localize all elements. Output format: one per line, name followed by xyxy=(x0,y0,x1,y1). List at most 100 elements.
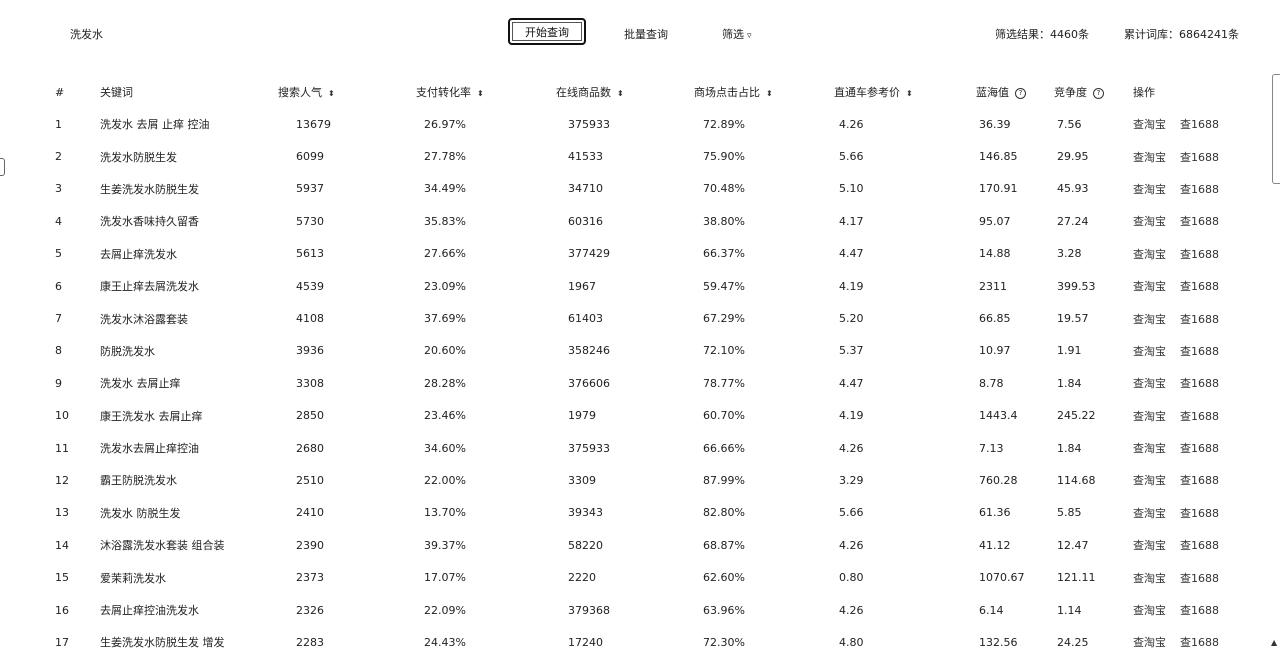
cell-blue-ocean: 95.07 xyxy=(979,214,1011,228)
search-1688-link[interactable]: 查1688 xyxy=(1180,150,1219,164)
info-icon[interactable]: ? xyxy=(1093,88,1104,99)
filter-label: 筛选 xyxy=(722,28,744,41)
search-taobao-link[interactable]: 查淘宝 xyxy=(1133,344,1166,358)
start-query-button[interactable]: 开始查询 xyxy=(508,18,586,45)
sort-icon[interactable]: ⬍ xyxy=(617,89,624,98)
search-taobao-link[interactable]: 查淘宝 xyxy=(1133,377,1166,391)
cell-competition: 1.14 xyxy=(1057,603,1082,617)
cell-search-volume: 3936 xyxy=(296,344,324,358)
cell-conversion: 20.60% xyxy=(424,344,466,358)
search-1688-link[interactable]: 查1688 xyxy=(1180,506,1219,520)
cell-actions: 查淘宝 查1688 xyxy=(1133,432,1241,464)
cell-search-volume: 4539 xyxy=(296,279,324,293)
header-online-count-label: 在线商品数 xyxy=(556,86,611,99)
cell-actions: 查淘宝 查1688 xyxy=(1133,367,1241,399)
search-1688-link[interactable]: 查1688 xyxy=(1180,571,1219,585)
search-taobao-link[interactable]: 查淘宝 xyxy=(1133,280,1166,294)
cell-conversion: 23.46% xyxy=(424,409,466,423)
batch-query-button[interactable]: 批量查询 xyxy=(624,28,668,41)
header-competition: 竞争度? xyxy=(1054,76,1133,108)
header-click-ratio[interactable]: 商场点击占比 ⬍ xyxy=(694,76,834,108)
cell-online-count: 61403 xyxy=(568,312,603,326)
search-1688-link[interactable]: 查1688 xyxy=(1180,118,1219,132)
cell-actions: 查淘宝 查1688 xyxy=(1133,626,1241,655)
search-taobao-link[interactable]: 查淘宝 xyxy=(1133,182,1166,196)
search-1688-link[interactable]: 查1688 xyxy=(1180,280,1219,294)
search-1688-link[interactable]: 查1688 xyxy=(1180,312,1219,326)
cell-conversion: 22.09% xyxy=(424,603,466,617)
cell-blue-ocean: 41.12 xyxy=(979,538,1011,552)
cell-ad-price: 5.37 xyxy=(839,344,864,358)
search-1688-link[interactable]: 查1688 xyxy=(1180,215,1219,229)
table-row: 10 康王洗发水 去屑止痒 2850 23.46% 1979 60.70% 4.19 1443… xyxy=(0,400,1241,432)
info-icon[interactable]: ? xyxy=(1015,88,1026,99)
cell-blue-ocean: 760.28 xyxy=(979,473,1018,487)
search-1688-link[interactable]: 查1688 xyxy=(1180,604,1219,618)
cell-online-count: 34710 xyxy=(568,182,603,196)
cell-blue-ocean: 36.39 xyxy=(979,117,1011,131)
cell-online-count: 39343 xyxy=(568,506,603,520)
cell-click-ratio: 59.47% xyxy=(703,279,745,293)
cell-online-count: 1979 xyxy=(568,409,596,423)
search-1688-link[interactable]: 查1688 xyxy=(1180,539,1219,553)
search-1688-link[interactable]: 查1688 xyxy=(1180,377,1219,391)
search-taobao-link[interactable]: 查淘宝 xyxy=(1133,409,1166,423)
table-row: 9 洗发水 去屑止痒 3308 28.28% 376606 78.77% 4.47 8.78 1… xyxy=(0,367,1241,399)
search-taobao-link[interactable]: 查淘宝 xyxy=(1133,506,1166,520)
cell-competition: 399.53 xyxy=(1057,279,1096,293)
search-1688-link[interactable]: 查1688 xyxy=(1180,442,1219,456)
cell-index: 14 xyxy=(55,538,69,552)
cell-index: 5 xyxy=(55,247,62,261)
header-conversion[interactable]: 支付转化率 ⬍ xyxy=(416,76,556,108)
search-taobao-link[interactable]: 查淘宝 xyxy=(1133,118,1166,132)
search-1688-link[interactable]: 查1688 xyxy=(1180,636,1219,650)
search-1688-link[interactable]: 查1688 xyxy=(1180,247,1219,261)
search-taobao-link[interactable]: 查淘宝 xyxy=(1133,442,1166,456)
cell-search-volume: 2410 xyxy=(296,506,324,520)
cell-actions: 查淘宝 查1688 xyxy=(1133,173,1241,205)
search-taobao-link[interactable]: 查淘宝 xyxy=(1133,215,1166,229)
cell-actions: 查淘宝 查1688 xyxy=(1133,140,1241,172)
cell-actions: 查淘宝 查1688 xyxy=(1133,400,1241,432)
cell-actions: 查淘宝 查1688 xyxy=(1133,108,1241,140)
cell-search-volume: 2510 xyxy=(296,473,324,487)
search-1688-link[interactable]: 查1688 xyxy=(1180,474,1219,488)
search-1688-link[interactable]: 查1688 xyxy=(1180,182,1219,196)
header-blue-ocean: 蓝海值? xyxy=(976,76,1054,108)
search-taobao-link[interactable]: 查淘宝 xyxy=(1133,150,1166,164)
search-taobao-link[interactable]: 查淘宝 xyxy=(1133,604,1166,618)
table-header-row: # 关键词 搜索人气 ⬍ 支付转化率 ⬍ 在线商品数 ⬍ 商场点击占比 ⬍ 直通车参考价… xyxy=(0,76,1241,108)
search-taobao-link[interactable]: 查淘宝 xyxy=(1133,312,1166,326)
sort-icon[interactable]: ⬍ xyxy=(477,89,484,98)
cell-click-ratio: 72.10% xyxy=(703,344,745,358)
header-search-volume[interactable]: 搜索人气 ⬍ xyxy=(278,76,416,108)
cell-search-volume: 5937 xyxy=(296,182,324,196)
cell-click-ratio: 70.48% xyxy=(703,182,745,196)
side-panel-handle[interactable] xyxy=(0,158,5,176)
cell-blue-ocean: 1070.67 xyxy=(979,571,1025,585)
sort-icon[interactable]: ⬍ xyxy=(766,89,773,98)
sort-icon[interactable]: ⬍ xyxy=(328,89,335,98)
cell-search-volume: 3308 xyxy=(296,376,324,390)
cell-click-ratio: 72.30% xyxy=(703,635,745,649)
header-online-count[interactable]: 在线商品数 ⬍ xyxy=(556,76,694,108)
search-taobao-link[interactable]: 查淘宝 xyxy=(1133,571,1166,585)
cell-competition: 45.93 xyxy=(1057,182,1089,196)
sort-icon[interactable]: ⬍ xyxy=(906,89,913,98)
cell-ad-price: 4.17 xyxy=(839,214,864,228)
search-query[interactable]: 洗发水 xyxy=(70,28,103,41)
vertical-scrollbar[interactable] xyxy=(1272,74,1280,184)
table-row: 13 洗发水 防脱生发 2410 13.70% 39343 82.80% 5.66 61.36… xyxy=(0,497,1241,529)
scroll-down-icon[interactable]: ▲ xyxy=(1271,638,1278,647)
search-taobao-link[interactable]: 查淘宝 xyxy=(1133,247,1166,261)
search-taobao-link[interactable]: 查淘宝 xyxy=(1133,474,1166,488)
search-taobao-link[interactable]: 查淘宝 xyxy=(1133,636,1166,650)
cell-blue-ocean: 66.85 xyxy=(979,312,1011,326)
header-ad-price[interactable]: 直通车参考价 ⬍ xyxy=(834,76,976,108)
search-1688-link[interactable]: 查1688 xyxy=(1180,409,1219,423)
table-row: 4 洗发水香味持久留香 5730 35.83% 60316 38.80% 4.17 95.07… xyxy=(0,205,1241,237)
cell-actions: 查淘宝 查1688 xyxy=(1133,270,1241,302)
search-taobao-link[interactable]: 查淘宝 xyxy=(1133,539,1166,553)
search-1688-link[interactable]: 查1688 xyxy=(1180,344,1219,358)
filter-button[interactable]: 筛选 ▿ xyxy=(722,26,752,42)
